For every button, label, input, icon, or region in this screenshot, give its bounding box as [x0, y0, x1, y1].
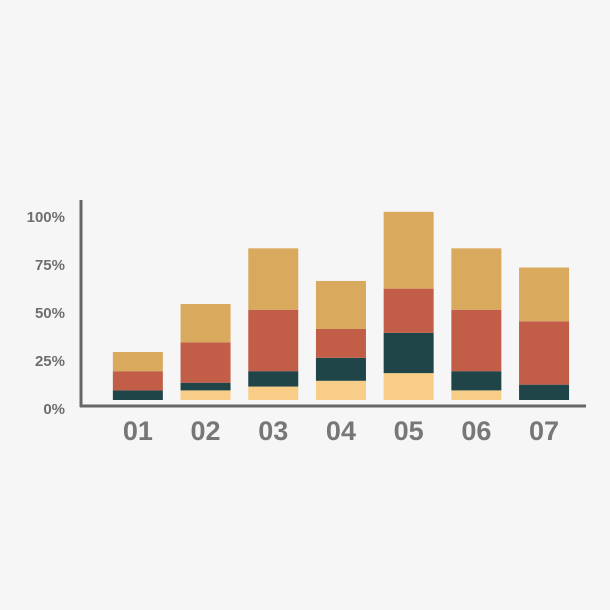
bar-segment	[315, 280, 366, 329]
bar-segment	[248, 371, 299, 387]
bar-segment	[315, 328, 366, 358]
bar-segment	[112, 371, 163, 391]
y-tick-label: 75%	[35, 257, 65, 274]
x-tick-label: 07	[529, 416, 559, 446]
bar-segment	[383, 332, 434, 374]
bar-segment	[383, 211, 434, 289]
bar-segment	[248, 309, 299, 372]
y-tick-label: 50%	[35, 305, 65, 322]
bar-segment	[112, 390, 163, 400]
bar-segment	[180, 304, 231, 343]
bar-segment	[248, 248, 299, 310]
bar-segment	[451, 248, 502, 310]
bar-segment	[315, 380, 366, 400]
bar-segment	[519, 267, 570, 322]
bar-segment	[248, 386, 299, 400]
bar-segment	[112, 352, 163, 372]
x-tick-label: 01	[123, 416, 153, 446]
bar-segment	[451, 390, 502, 400]
bar-segment	[519, 384, 570, 400]
bar-segment	[519, 321, 570, 385]
x-tick-label: 03	[258, 416, 288, 446]
x-tick-label: 04	[326, 416, 356, 446]
bar-segment	[180, 382, 231, 391]
y-tick-label: 25%	[35, 353, 65, 370]
bar-segment	[383, 373, 434, 400]
bar-segment	[315, 357, 366, 381]
x-tick-label: 06	[461, 416, 491, 446]
bar-segment	[451, 309, 502, 372]
y-tick-label: 100%	[27, 209, 65, 226]
bar-segment	[451, 371, 502, 391]
y-tick-label: 0%	[43, 401, 65, 418]
x-tick-label: 05	[394, 416, 424, 446]
bar-segment	[383, 288, 434, 333]
bar-segment	[180, 342, 231, 383]
x-tick-label: 02	[191, 416, 221, 446]
bar-segment	[180, 390, 231, 400]
